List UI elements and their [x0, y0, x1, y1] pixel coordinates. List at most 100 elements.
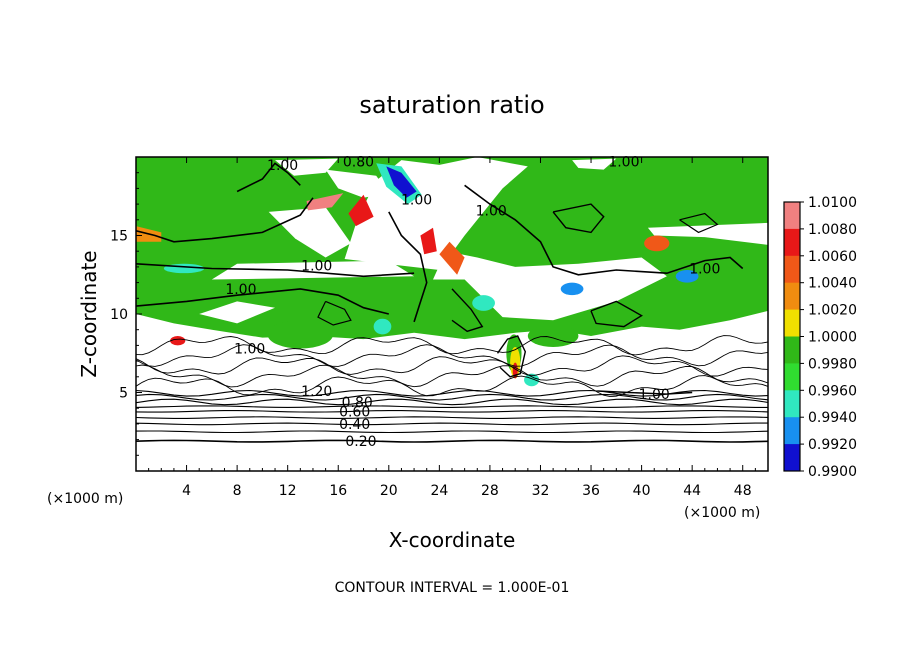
- x-tick-label: 32: [532, 483, 550, 499]
- contour-line-1.00: [236, 162, 301, 193]
- colorbar-swatch-0: [784, 202, 800, 230]
- colorbar: 1.0100 1.0080 1.0060 1.0040 1.0020 1.0000 0.99…: [783, 195, 857, 480]
- x-tick-label: 16: [329, 483, 347, 499]
- contour-line: [136, 422, 768, 426]
- contour-line-1.00: [388, 211, 428, 323]
- contour-label: 1.00: [689, 261, 720, 277]
- x-tick-label: 4: [182, 483, 191, 499]
- colorbar-label: 0.9940: [808, 410, 857, 426]
- contour-line-1.00: [552, 203, 605, 234]
- green-region: [267, 320, 334, 349]
- contour-line: [136, 364, 768, 388]
- contour-label: 1.20: [301, 384, 332, 400]
- contour-line: [136, 389, 768, 397]
- saturation-field: [136, 157, 768, 387]
- contour-labels: 0.200.400.600.801.20 1.001.001.001.001.00…: [225, 155, 720, 450]
- contour-line-1.00: [136, 197, 314, 243]
- contour-label: 1.00: [639, 387, 670, 403]
- blue-core: [386, 166, 417, 198]
- contour-label: 0.60: [339, 404, 370, 420]
- contour-line: [136, 405, 768, 408]
- contour-label: 0.80: [343, 155, 374, 171]
- colorbar-swatch-4: [784, 309, 800, 337]
- contour-line-1.00: [317, 300, 352, 326]
- contour-label: 1.00: [301, 258, 332, 274]
- cyan-patch: [524, 373, 540, 387]
- colorbar-swatch-9: [784, 444, 800, 472]
- blue-patch: [560, 282, 584, 296]
- white-region: [572, 158, 617, 170]
- contour-label: 1.00: [401, 192, 432, 208]
- colorbar-label: 1.0060: [808, 249, 857, 265]
- colorbar-label: 1.0100: [808, 195, 857, 211]
- white-region: [275, 158, 339, 176]
- colorbar-swatch-7: [784, 390, 800, 418]
- x-tick-label: 36: [582, 483, 600, 499]
- contour-line: [136, 393, 768, 401]
- colorbar-swatch-3: [784, 282, 800, 311]
- red-fringe: [420, 227, 437, 255]
- contour-label: 1.00: [267, 158, 298, 174]
- orange-fringe: [439, 241, 465, 275]
- white-region: [325, 169, 389, 198]
- cyan-patch: [472, 295, 495, 311]
- contour-label: 1.00: [225, 282, 256, 298]
- y-axis-ticks: 5 10 15: [110, 172, 142, 456]
- colorbar-label: 1.0080: [808, 222, 857, 238]
- contour-line: [136, 439, 768, 443]
- contour-label: 1.00: [234, 342, 265, 358]
- x-tick-label: 28: [481, 483, 499, 499]
- colorbar-label: 1.0020: [808, 303, 857, 319]
- x-tick-label: 48: [734, 483, 752, 499]
- chart-title: saturation ratio: [359, 91, 544, 119]
- contour-line: [136, 430, 768, 434]
- colorbar-swatch-2: [784, 255, 800, 284]
- white-region: [199, 301, 275, 324]
- contour-line: [136, 335, 768, 356]
- x-tick-label: 8: [233, 483, 242, 499]
- colorbar-label: 0.9900: [808, 464, 857, 480]
- colorbar-label: 1.0000: [808, 330, 857, 346]
- pink-fringe: [306, 193, 344, 211]
- colorbar-label: 0.9980: [808, 356, 857, 372]
- contour-line: [136, 375, 768, 398]
- blue-patch: [675, 270, 699, 283]
- contour-line-1.00: [496, 335, 527, 378]
- colorbar-label: 0.9920: [808, 437, 857, 453]
- x-tick-label: 24: [430, 483, 448, 499]
- contour-label: 1.00: [476, 203, 507, 219]
- colorbar-label: 1.0040: [808, 276, 857, 292]
- white-region: [211, 260, 415, 280]
- contour-line: [136, 355, 768, 377]
- contour-line: [136, 410, 768, 413]
- contour-line-1.00: [136, 288, 389, 315]
- contour-label: 0.40: [339, 417, 370, 433]
- x-axis-ticks: 4 8 12 16 20 24 28 32 36 40 44 48: [148, 157, 756, 499]
- y-tick-label: 15: [110, 229, 128, 245]
- plot-area: 0.200.400.600.801.20 1.001.001.001.001.00…: [110, 155, 769, 499]
- contour-line: [136, 344, 768, 367]
- x-axis-label: X-coordinate: [389, 528, 516, 552]
- x-tick-label: 20: [380, 483, 398, 499]
- contour-line-1.00: [597, 390, 693, 395]
- y-tick-label: 5: [119, 386, 128, 402]
- white-region: [647, 222, 768, 245]
- red-fringe: [348, 194, 374, 227]
- contour-lines: [136, 162, 768, 443]
- x-tick-label: 40: [633, 483, 651, 499]
- contour-line-1.00: [451, 288, 484, 333]
- y-tick-label: 10: [110, 307, 128, 323]
- contour-line: [136, 398, 768, 406]
- colorbar-label: 0.9960: [808, 383, 857, 399]
- contour-line-1.00: [464, 184, 744, 276]
- green-region: [527, 324, 579, 347]
- y-axis-label: Z-coordinate: [77, 250, 101, 377]
- contour-label: 0.20: [345, 434, 376, 450]
- cyan-patch: [373, 318, 392, 335]
- x-axis-unit-left: (×1000 m): [47, 491, 123, 507]
- contour-label: 0.80: [342, 395, 373, 411]
- colorbar-swatch-1: [784, 228, 800, 257]
- x-tick-label: 44: [683, 483, 701, 499]
- x-tick-label: 12: [279, 483, 297, 499]
